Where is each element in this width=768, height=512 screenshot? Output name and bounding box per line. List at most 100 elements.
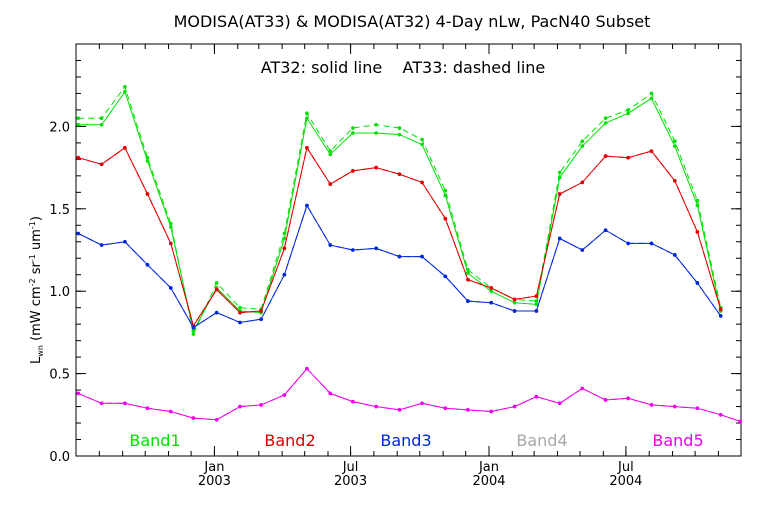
band2-at32-point: [238, 310, 242, 315]
band1-at33-point: [191, 332, 196, 336]
band3-at32-point: [466, 299, 470, 303]
band1-at32-point: [420, 142, 424, 147]
band2-at32-point: [626, 155, 630, 160]
band5-at32-point: [259, 403, 263, 407]
band3-at32-point: [673, 253, 677, 257]
legend-entry-band4: Band4: [516, 431, 567, 450]
band5-at32-point: [168, 409, 173, 414]
band3-at32-point: [374, 246, 378, 251]
band1-at32-point: [580, 144, 585, 148]
band3-at32-point: [649, 241, 654, 246]
band5-at32-point: [580, 386, 585, 391]
band3-at32-solid-line: [78, 204, 722, 329]
band1-at33-point: [443, 188, 448, 193]
band3-at32-point: [328, 243, 333, 247]
band1-at32-point: [603, 121, 608, 125]
band1-at32-point: [374, 131, 378, 135]
band3-at32-point: [603, 228, 608, 233]
band2-at32-point: [328, 182, 333, 186]
band1-at32-point: [443, 193, 448, 198]
band2-at32-point: [649, 149, 654, 153]
band2-at32-point: [99, 162, 104, 167]
band1-at33-point: [557, 170, 562, 175]
band1-at32-point: [328, 152, 333, 157]
band5-at32-point: [466, 408, 470, 412]
band2-at32-point: [466, 277, 470, 282]
band1-at32-point: [489, 289, 494, 294]
band3-at32-point: [305, 203, 309, 208]
band1-at33-point: [238, 305, 242, 310]
band2-at32-point: [443, 216, 448, 221]
band1-at33-dashed-line: [78, 85, 722, 336]
x-tick-year: 2003: [198, 474, 231, 489]
y-tick-label: 0.5: [49, 368, 70, 383]
band3-at32-point: [282, 272, 287, 277]
legend-entry-band5: Band5: [652, 431, 703, 450]
band5-at32-point: [557, 401, 562, 406]
chart-title: MODISA(AT33) & MODISA(AT32) 4-Day nLw, P…: [174, 12, 651, 31]
band5-at32-point: [282, 393, 287, 397]
y-tick-label: 1.0: [49, 285, 70, 300]
band1-at33-point: [626, 108, 630, 112]
band1-at32-point: [99, 122, 104, 127]
y-tick-label: 2.0: [49, 120, 70, 135]
band5-at32-point: [99, 401, 104, 406]
band1-at33-point: [649, 91, 654, 96]
band5-at32-point: [512, 404, 517, 409]
band5-at32-point: [603, 398, 608, 402]
band2-at32-point: [695, 230, 700, 234]
band5-at32-point: [420, 401, 424, 406]
band5-at32-point: [649, 403, 654, 407]
band2-at32-point: [123, 146, 127, 150]
band5-at32-point: [76, 391, 81, 396]
band3-at32-point: [191, 325, 196, 330]
band1-at33-point: [328, 149, 333, 153]
band1-at33-point: [99, 116, 104, 120]
band3-at32-point: [351, 248, 355, 252]
band2-at32-point: [489, 286, 494, 290]
band5-at32-point: [718, 413, 723, 417]
x-tick-year: 2004: [472, 474, 505, 489]
band5-at32-point: [626, 396, 630, 401]
band1-at32-point: [397, 132, 402, 137]
line-style-annotation: AT32: solid line AT33: dashed line: [261, 58, 546, 77]
band3-at32-point: [718, 314, 723, 318]
band2-at32-point: [168, 241, 173, 246]
band3-at32-point: [76, 231, 81, 236]
y-tick-label: 1.5: [49, 203, 70, 218]
band2-at32-point: [76, 155, 81, 160]
band1-at32-point: [305, 116, 309, 120]
band1-at32-point: [534, 302, 539, 307]
band1-at33-point: [374, 122, 378, 127]
band1-at33-point: [603, 116, 608, 120]
band3-at32-point: [512, 309, 517, 313]
band1-at33-point: [695, 198, 700, 203]
legend-entry-band2: Band2: [264, 431, 315, 450]
band5-at32-solid-line: [78, 367, 741, 422]
band5-at32-point: [489, 409, 494, 414]
x-tick-month: Jan: [478, 460, 499, 475]
band5-at32-point: [238, 404, 242, 409]
band1-at33-point: [214, 281, 219, 285]
band3-at32-point: [259, 317, 263, 322]
band1-at32-point: [626, 111, 630, 116]
band3-at32-point: [534, 309, 539, 313]
band2-at32-point: [145, 192, 150, 196]
x-tick-year: 2004: [609, 474, 642, 489]
band1-at32-point: [145, 159, 150, 163]
band5-at32-point: [191, 416, 196, 420]
band3-at32-point: [695, 281, 700, 285]
band5-at32-point: [351, 399, 355, 404]
band1-at33-point: [420, 137, 424, 142]
band3-at32-point: [99, 243, 104, 247]
band3-at33-dashed-line: [78, 204, 722, 329]
band2-at32-point: [557, 192, 562, 196]
band3-at32-point: [397, 254, 402, 259]
band5-at32-point: [534, 394, 539, 399]
band5-at32-point: [305, 366, 309, 371]
band5-at32-point: [374, 404, 378, 409]
band2-at32-point: [397, 172, 402, 176]
band5-at32-point: [214, 417, 219, 422]
